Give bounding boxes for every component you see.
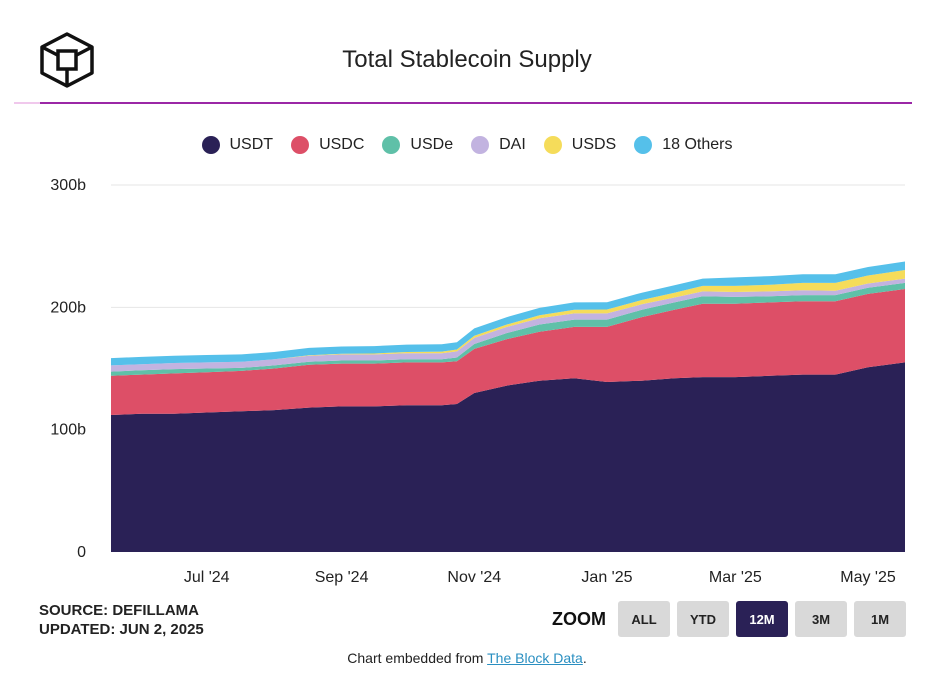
embed-credit-prefix: Chart embedded from	[347, 650, 488, 666]
legend-label: USDT	[229, 136, 274, 153]
legend-item-usde[interactable]: USDe	[382, 136, 453, 154]
legend-label: USDe	[410, 136, 454, 153]
embed-credit-suffix: .	[582, 650, 587, 666]
legend-swatch	[471, 136, 490, 154]
the-block-logo-icon	[40, 32, 94, 88]
legend-swatch	[382, 136, 401, 154]
legend-label: 18 Others	[662, 136, 733, 153]
y-tick-label: 0	[77, 544, 86, 561]
source-line: SOURCE: DEFILLAMA	[39, 602, 199, 619]
legend-item-usdc[interactable]: USDC	[291, 136, 364, 154]
legend-swatch	[291, 136, 310, 154]
zoom-1m-button[interactable]: 1M	[854, 601, 906, 637]
area-series-usdt[interactable]	[111, 362, 905, 552]
area-series-usdc[interactable]	[111, 289, 905, 415]
legend-item-dai[interactable]: DAI	[471, 136, 526, 154]
zoom-label: ZOOM	[552, 609, 606, 629]
x-tick-label: Sep '24	[315, 569, 369, 586]
legend-item-usds[interactable]: USDS	[543, 136, 617, 154]
legend-item-18-others[interactable]: 18 Others	[634, 136, 732, 154]
zoom-3m-button[interactable]: 3M	[795, 601, 847, 637]
x-tick-label: Mar '25	[709, 569, 762, 586]
legend-swatch	[201, 136, 220, 154]
legend-item-usdt[interactable]: USDT	[201, 136, 274, 154]
embed-credit: Chart embedded from The Block Data.	[0, 650, 934, 666]
x-tick-label: Nov '24	[447, 569, 501, 586]
updated-line: UPDATED: JUN 2, 2025	[39, 621, 204, 638]
chart-legend: USDT USDC USDe DAI USDS 18 Others	[0, 136, 934, 154]
legend-swatch	[543, 136, 562, 154]
y-tick-label: 200b	[50, 299, 86, 316]
x-tick-label: Jan '25	[581, 569, 632, 586]
chart-title: Total Stablecoin Supply	[342, 46, 592, 73]
y-tick-label: 300b	[50, 177, 86, 194]
the-block-data-link[interactable]: The Block Data	[487, 650, 583, 666]
legend-label: DAI	[499, 136, 526, 153]
zoom-12m-button[interactable]: 12M	[736, 601, 788, 637]
title-divider	[14, 102, 912, 104]
legend-label: USDS	[571, 136, 617, 153]
x-tick-label: Jul '24	[184, 569, 230, 586]
zoom-ytd-button[interactable]: YTD	[677, 601, 729, 637]
legend-swatch	[634, 136, 653, 154]
y-tick-label: 100b	[50, 422, 86, 439]
zoom-all-button[interactable]: ALL	[618, 601, 670, 637]
stacked-area-chart: 0 100b 200b 300b Jul '24 Sep '24 Nov '24 Jan '2…	[50, 177, 905, 586]
x-tick-label: May '25	[840, 569, 896, 586]
legend-label: USDC	[319, 136, 365, 153]
source-note: SOURCE: DEFILLAMA UPDATED: JUN 2, 2025	[39, 601, 204, 639]
